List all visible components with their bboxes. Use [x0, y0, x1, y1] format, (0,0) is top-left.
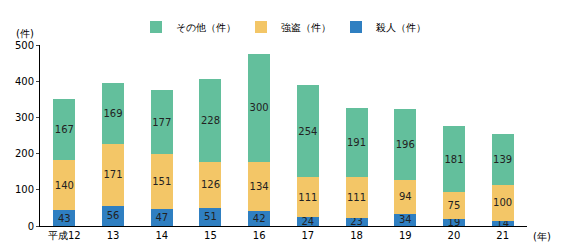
- svg-text:181: 181: [444, 154, 463, 165]
- svg-text:18: 18: [350, 230, 363, 241]
- svg-text:その他（件）: その他（件）: [176, 22, 236, 33]
- svg-text:殺人（件）: 殺人（件）: [376, 22, 426, 33]
- svg-text:254: 254: [298, 126, 317, 137]
- svg-text:100: 100: [15, 184, 34, 195]
- svg-text:300: 300: [250, 102, 269, 113]
- svg-text:111: 111: [298, 192, 317, 203]
- svg-text:111: 111: [347, 192, 366, 203]
- svg-text:140: 140: [55, 180, 74, 191]
- svg-text:139: 139: [493, 154, 512, 165]
- svg-text:228: 228: [201, 115, 220, 126]
- svg-text:196: 196: [396, 139, 415, 150]
- svg-text:20: 20: [448, 230, 461, 241]
- svg-text:(年): (年): [533, 231, 551, 242]
- svg-text:51: 51: [204, 211, 217, 222]
- svg-text:177: 177: [152, 117, 171, 128]
- svg-text:17: 17: [301, 230, 314, 241]
- svg-text:151: 151: [152, 176, 171, 187]
- svg-text:13: 13: [107, 230, 120, 241]
- svg-text:126: 126: [201, 179, 220, 190]
- svg-text:0: 0: [28, 221, 34, 232]
- svg-text:167: 167: [55, 124, 74, 135]
- svg-text:134: 134: [250, 181, 269, 192]
- svg-text:16: 16: [253, 230, 266, 241]
- svg-text:56: 56: [107, 210, 120, 221]
- svg-text:191: 191: [347, 137, 366, 148]
- svg-text:500: 500: [15, 40, 34, 51]
- svg-text:19: 19: [448, 217, 461, 228]
- svg-text:200: 200: [15, 148, 34, 159]
- svg-text:75: 75: [448, 200, 461, 211]
- svg-text:(件): (件): [16, 28, 34, 39]
- svg-text:23: 23: [350, 216, 363, 227]
- svg-text:21: 21: [496, 230, 509, 241]
- svg-text:強盗（件）: 強盗（件）: [281, 22, 331, 33]
- svg-text:19: 19: [399, 230, 412, 241]
- svg-text:47: 47: [155, 212, 168, 223]
- svg-text:400: 400: [15, 76, 34, 87]
- svg-text:平成12: 平成12: [48, 230, 81, 241]
- svg-text:100: 100: [493, 197, 512, 208]
- svg-text:43: 43: [58, 213, 71, 224]
- svg-text:14: 14: [496, 218, 509, 229]
- svg-text:42: 42: [253, 213, 266, 224]
- svg-text:94: 94: [399, 191, 412, 202]
- svg-text:14: 14: [155, 230, 168, 241]
- svg-text:171: 171: [104, 169, 123, 180]
- svg-text:169: 169: [104, 108, 123, 119]
- svg-text:34: 34: [399, 214, 412, 225]
- svg-text:15: 15: [204, 230, 217, 241]
- svg-text:24: 24: [301, 216, 314, 227]
- svg-text:300: 300: [15, 112, 34, 123]
